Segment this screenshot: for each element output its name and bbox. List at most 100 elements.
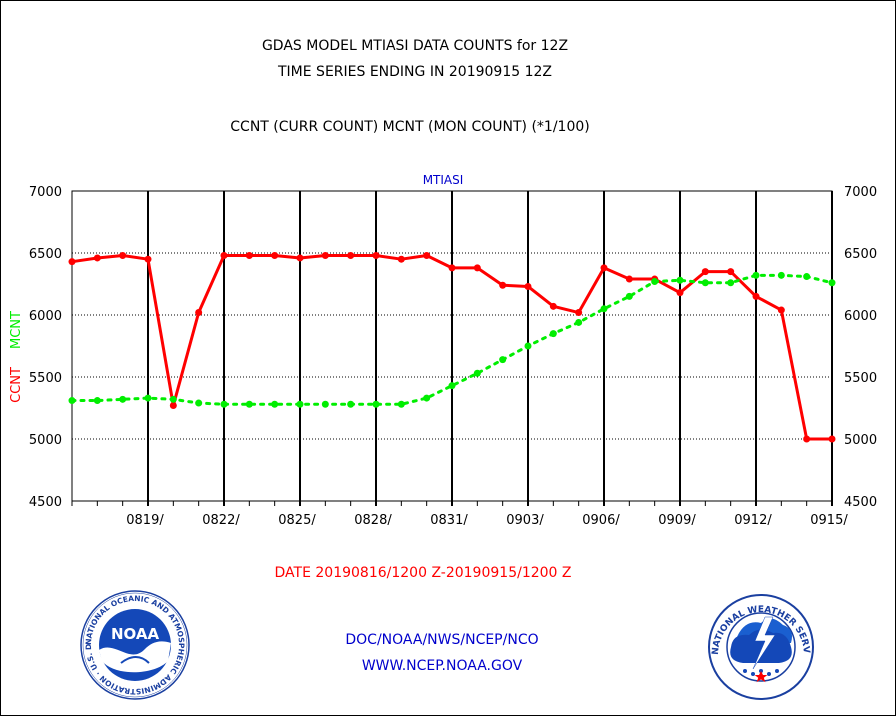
data-point-mcnt [803,273,811,281]
y-tick-label-left: 5000 [29,433,62,448]
data-point-ccnt [93,254,101,262]
series-description: CCNT (CURR COUNT) MCNT (MON COUNT) (*1/1… [230,119,590,135]
x-tick-label: 0831/ [430,513,468,528]
y-tick-label-left: 6500 [29,247,62,262]
x-tick-label: 0822/ [202,513,240,528]
data-point-ccnt [727,268,735,276]
data-point-mcnt [245,400,253,408]
data-point-mcnt [68,397,76,405]
data-point-ccnt [524,282,532,290]
data-point-mcnt [676,276,684,284]
y-tick-label-right: 6500 [844,247,877,262]
x-tick-label: 0906/ [582,513,620,528]
data-point-mcnt [600,305,608,313]
data-point-mcnt [119,395,127,403]
data-point-ccnt [473,264,481,272]
data-point-ccnt [245,251,253,259]
noaa-logo-text: NOAA [111,625,160,643]
data-point-ccnt [575,309,583,317]
credit-url-link[interactable]: WWW.NCEP.NOAA.GOV [361,658,523,674]
x-tick-label: 0909/ [658,513,696,528]
data-point-ccnt [220,251,228,259]
data-point-mcnt [347,400,355,408]
credit-organization: DOC/NOAA/NWS/NCEP/NCO [345,632,539,648]
y-tick-label-right: 7000 [844,185,877,200]
data-point-mcnt [752,271,760,279]
data-point-ccnt [701,268,709,276]
data-point-ccnt [549,302,557,310]
data-point-ccnt [625,275,633,283]
chart-title: GDAS MODEL MTIASI DATA COUNTS for 12Z [261,38,569,54]
panel-label: MTIASI [423,173,464,187]
data-point-mcnt [448,382,456,390]
data-point-ccnt [347,251,355,259]
data-point-mcnt [575,318,583,326]
y-tick-label-left: 5500 [29,371,62,386]
data-point-ccnt [803,435,811,443]
data-point-ccnt [752,292,760,300]
data-point-mcnt [321,400,329,408]
data-point-mcnt [397,400,405,408]
x-tick-label: 0903/ [506,513,544,528]
data-point-mcnt [423,394,431,402]
noaa-logo: NATIONAL OCEANIC AND ATMOSPHERIC ADMINIS… [80,590,190,700]
y-tick-label-right: 4500 [844,495,877,510]
y-tick-label-right: 5500 [844,371,877,386]
data-point-ccnt [423,251,431,259]
data-point-mcnt [195,399,203,407]
data-point-ccnt [676,289,684,297]
x-axis: 0819/0822/0825/0828/0831/0903/0906/0909/… [71,501,848,528]
data-point-mcnt [777,271,785,279]
data-point-ccnt [499,281,507,289]
y-axis-label-mcnt: MCNT [9,311,24,349]
data-point-mcnt [651,278,659,286]
data-point-mcnt [372,400,380,408]
data-point-mcnt [625,292,633,300]
data-point-mcnt [524,342,532,350]
x-tick-label: 0912/ [734,513,772,528]
data-point-ccnt [195,309,203,317]
x-tick-label: 0828/ [354,513,392,528]
y-tick-label-left: 6000 [29,309,62,324]
y-tick-label-right: 6000 [844,309,877,324]
x-axis-date-range: DATE 20190816/1200 Z-20190915/1200 Z [274,565,572,581]
x-tick-label: 0825/ [278,513,316,528]
y-axis-label-ccnt: CCNT [9,367,24,403]
data-point-ccnt [828,435,836,443]
chart-subtitle: TIME SERIES ENDING IN 20190915 12Z [278,64,552,80]
data-point-ccnt [600,264,608,272]
x-tick-label: 0915/ [810,513,848,528]
data-point-mcnt [169,395,177,403]
data-point-mcnt [271,400,279,408]
data-point-mcnt [296,400,304,408]
data-point-mcnt [701,279,709,287]
data-point-mcnt [499,356,507,364]
data-point-mcnt [220,400,228,408]
data-point-ccnt [119,251,127,259]
grid-lines [72,191,833,506]
data-point-mcnt [549,330,557,338]
data-point-ccnt [296,254,304,262]
x-tick-label: 0819/ [126,513,164,528]
y-tick-label-left: 4500 [29,495,62,510]
data-point-ccnt [68,258,76,266]
data-point-ccnt [372,251,380,259]
data-point-mcnt [144,394,152,402]
data-point-ccnt [777,306,785,314]
nws-logo: NATIONAL WEATHER SERVICE [708,594,814,700]
data-point-ccnt [321,251,329,259]
data-point-mcnt [93,397,101,405]
data-point-mcnt [828,279,836,287]
data-point-mcnt [727,279,735,287]
data-point-ccnt [397,255,405,263]
data-point-ccnt [448,264,456,272]
series-layer [68,251,836,443]
data-point-ccnt [144,255,152,263]
y-axis: 4500 4500 5000 5000 5500 5500 6000 6000 6500 6500… [29,185,877,510]
data-point-ccnt [271,251,279,259]
data-point-mcnt [473,369,481,377]
data-point-ccnt [169,402,177,410]
y-tick-label-left: 7000 [29,185,62,200]
y-tick-label-right: 5000 [844,433,877,448]
